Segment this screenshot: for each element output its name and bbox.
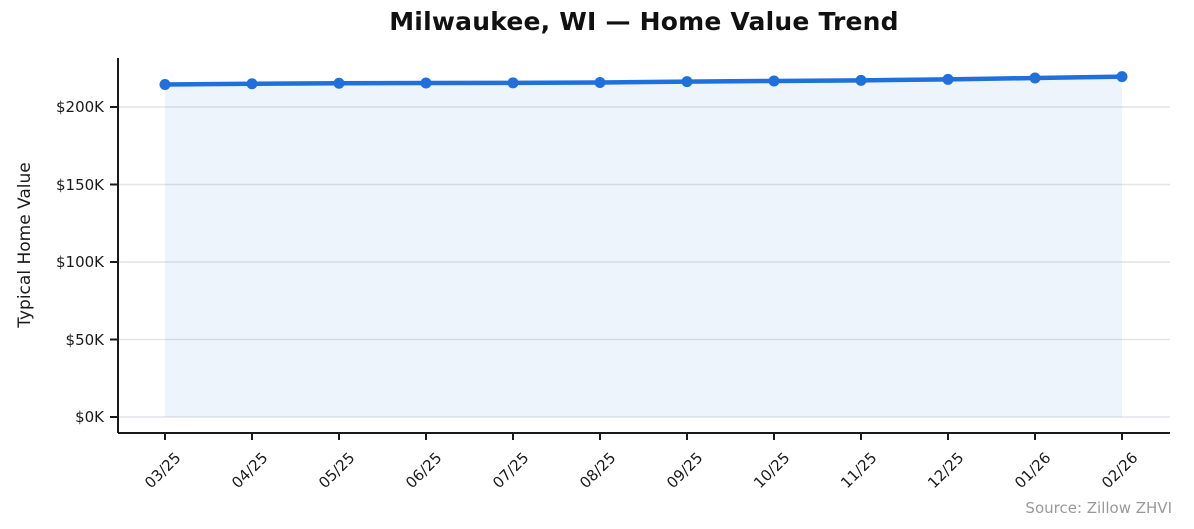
y-tick-label: $50K (65, 330, 104, 349)
data-point-marker (768, 75, 780, 87)
data-point-marker (333, 77, 345, 89)
y-tick-label: $100K (55, 253, 104, 271)
data-point-marker (159, 79, 171, 91)
y-tick-label: $200K (55, 98, 104, 116)
area-fill (165, 76, 1122, 418)
data-point-marker (1116, 71, 1128, 83)
chart-title: Milwaukee, WI — Home Value Trend (389, 7, 899, 36)
y-tick-label: $0K (75, 408, 104, 426)
data-point-marker (507, 77, 519, 89)
trend-line (162, 74, 1125, 87)
data-point-marker (594, 77, 606, 89)
y-tick-label: $150K (55, 175, 104, 194)
data-point-marker (942, 73, 954, 85)
source-caption: Source: Zillow ZHVI (1025, 499, 1172, 517)
data-point-marker (420, 77, 432, 89)
data-point-marker (681, 76, 693, 88)
data-point-marker (855, 74, 867, 86)
data-point-marker (246, 78, 258, 90)
data-point-marker (1029, 72, 1041, 84)
